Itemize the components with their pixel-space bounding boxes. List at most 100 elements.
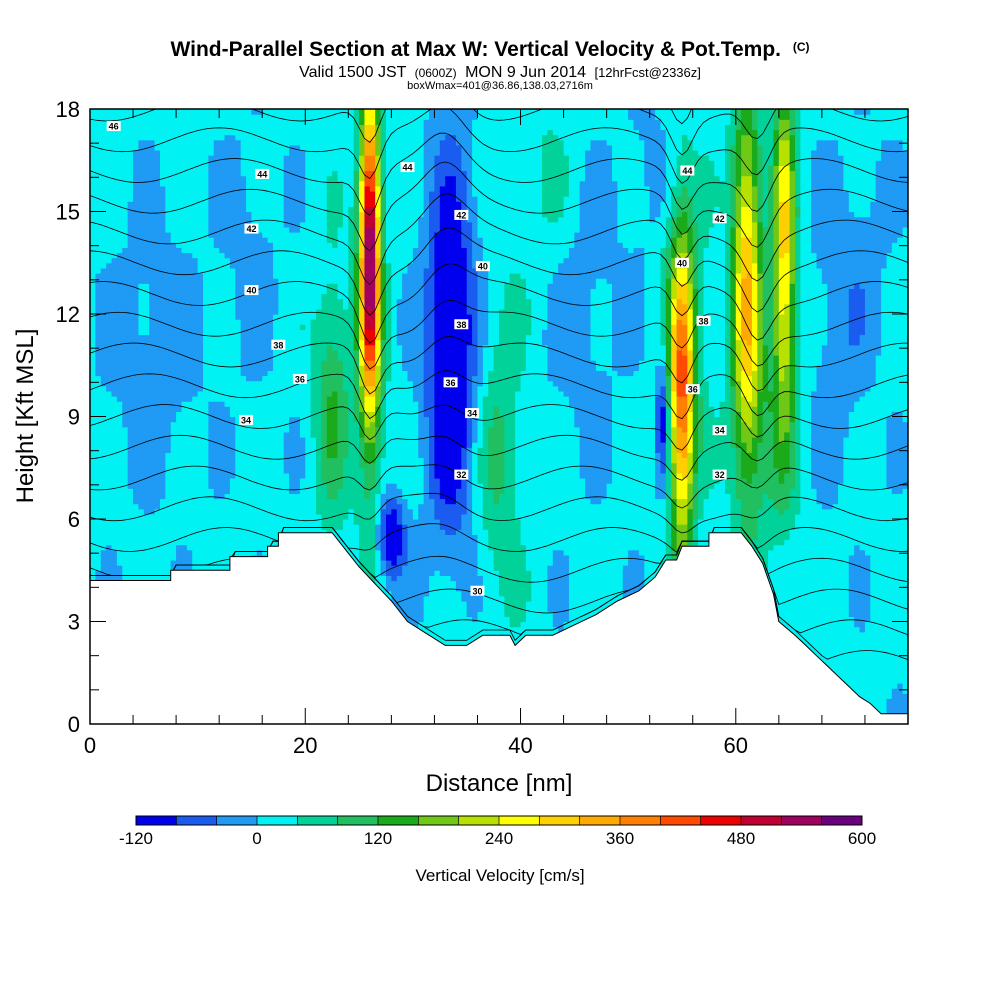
w-cell bbox=[165, 216, 172, 223]
w-cell bbox=[154, 180, 161, 187]
w-cell bbox=[90, 554, 96, 561]
w-cell bbox=[272, 539, 279, 546]
w-cell bbox=[127, 370, 134, 377]
w-cell bbox=[219, 396, 226, 402]
w-cell bbox=[127, 554, 134, 561]
w-cell bbox=[272, 324, 279, 330]
w-cell bbox=[219, 144, 226, 151]
w-cell bbox=[106, 180, 113, 187]
w-cell bbox=[149, 170, 156, 177]
w-cell bbox=[203, 534, 209, 541]
w-cell bbox=[224, 124, 231, 131]
w-cell bbox=[299, 498, 306, 505]
w-cell bbox=[154, 452, 161, 459]
w-cell bbox=[116, 483, 123, 489]
w-cell bbox=[90, 349, 96, 356]
w-cell bbox=[122, 570, 129, 576]
w-cell bbox=[122, 478, 129, 484]
w-cell bbox=[111, 411, 118, 418]
w-cell bbox=[165, 457, 172, 464]
w-cell bbox=[143, 339, 150, 346]
w-cell bbox=[219, 119, 226, 125]
w-cell bbox=[283, 314, 290, 320]
w-cell bbox=[240, 324, 247, 330]
w-cell bbox=[192, 155, 199, 161]
w-cell bbox=[181, 344, 188, 351]
w-cell bbox=[127, 206, 134, 213]
w-cell bbox=[138, 144, 145, 151]
w-cell bbox=[283, 247, 290, 254]
w-cell bbox=[116, 150, 123, 156]
w-cell bbox=[246, 365, 253, 371]
w-cell bbox=[186, 390, 193, 397]
w-cell bbox=[213, 483, 220, 489]
w-cell bbox=[192, 308, 199, 315]
w-cell bbox=[251, 508, 258, 515]
w-cell bbox=[299, 293, 306, 300]
w-cell bbox=[251, 185, 258, 192]
w-cell bbox=[176, 375, 183, 382]
w-cell bbox=[133, 303, 140, 310]
w-cell bbox=[106, 488, 113, 494]
w-cell bbox=[149, 252, 156, 259]
w-cell bbox=[192, 411, 199, 418]
w-cell bbox=[116, 298, 123, 305]
w-cell bbox=[159, 257, 166, 264]
w-cell bbox=[176, 370, 183, 377]
w-cell bbox=[294, 216, 301, 223]
w-cell bbox=[176, 150, 183, 156]
w-cell bbox=[203, 150, 209, 156]
w-cell bbox=[299, 349, 306, 356]
w-cell bbox=[100, 575, 107, 582]
w-cell bbox=[127, 221, 134, 228]
w-cell bbox=[122, 134, 129, 141]
w-cell bbox=[111, 437, 118, 443]
w-cell bbox=[192, 457, 199, 464]
w-cell bbox=[192, 160, 199, 166]
w-cell bbox=[235, 544, 242, 551]
w-cell bbox=[229, 252, 236, 259]
w-cell bbox=[127, 524, 134, 530]
w-cell bbox=[192, 447, 199, 453]
w-cell bbox=[299, 437, 306, 443]
w-cell bbox=[213, 114, 220, 120]
w-cell bbox=[240, 150, 247, 156]
w-cell bbox=[154, 406, 161, 412]
w-cell bbox=[246, 442, 253, 448]
w-cell bbox=[299, 273, 306, 279]
w-cell bbox=[272, 513, 279, 520]
w-cell bbox=[251, 134, 258, 141]
w-cell bbox=[224, 416, 231, 423]
w-cell bbox=[165, 160, 172, 166]
w-cell bbox=[251, 519, 258, 525]
w-cell bbox=[235, 416, 242, 423]
w-cell bbox=[208, 355, 215, 361]
w-cell bbox=[213, 155, 220, 161]
w-cell bbox=[240, 334, 247, 341]
w-cell bbox=[229, 237, 236, 243]
w-cell bbox=[122, 237, 129, 243]
w-cell bbox=[272, 334, 279, 341]
w-cell bbox=[262, 114, 269, 120]
w-cell bbox=[106, 165, 113, 172]
w-cell bbox=[186, 221, 193, 228]
w-cell bbox=[213, 380, 220, 387]
w-cell bbox=[154, 431, 161, 438]
w-cell bbox=[278, 196, 285, 202]
w-cell bbox=[283, 467, 290, 474]
w-cell bbox=[111, 575, 118, 582]
w-cell bbox=[272, 375, 279, 382]
w-cell bbox=[256, 539, 263, 546]
w-cell bbox=[203, 298, 209, 305]
w-cell bbox=[100, 508, 107, 515]
w-cell bbox=[111, 155, 118, 161]
w-cell bbox=[289, 457, 296, 464]
w-cell bbox=[192, 437, 199, 443]
w-cell bbox=[208, 488, 215, 494]
w-cell bbox=[197, 355, 204, 361]
w-cell bbox=[251, 211, 258, 218]
w-cell bbox=[127, 503, 134, 510]
w-cell bbox=[213, 370, 220, 377]
w-cell bbox=[256, 442, 263, 448]
w-cell bbox=[127, 493, 134, 500]
